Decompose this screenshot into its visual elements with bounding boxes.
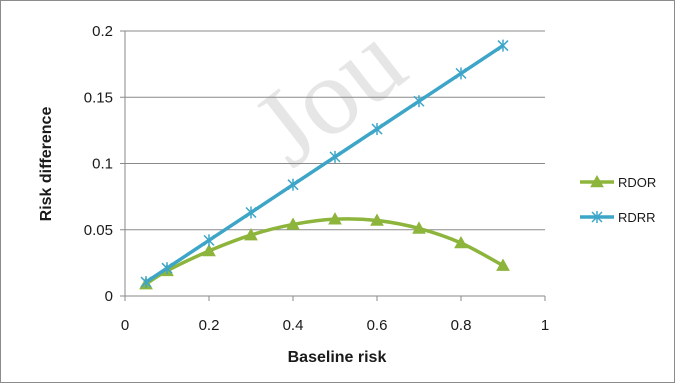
series-rdor: [139, 212, 510, 290]
legend-label-rdor: RDOR: [618, 175, 656, 190]
legend-item-rdor: RDOR: [580, 174, 656, 190]
x-tick-label-1: 1: [541, 317, 549, 334]
x-tick-label-0: 0: [121, 317, 129, 334]
y-tick-label-0.15: 0.15: [84, 89, 113, 106]
x-tick-label-0.8: 0.8: [451, 317, 472, 334]
y-tick-label-0.2: 0.2: [92, 23, 113, 40]
y-tick-label-0.1: 0.1: [92, 156, 113, 173]
legend-marker-rdrr: [591, 211, 603, 223]
series-line-rdor: [145, 217, 504, 286]
series-rdrr: [140, 39, 509, 289]
y-tick-label-0: 0: [105, 288, 113, 305]
point-rdrr-4: [287, 178, 299, 191]
legend-marker-rdor: [590, 174, 604, 188]
x-axis-title: Baseline risk: [288, 349, 387, 366]
legend: RDOR RDRR: [580, 174, 656, 225]
x-axis-ticks: 0 0.2 0.4 0.6 0.8 1: [121, 296, 549, 334]
point-rdrr-1: [161, 262, 173, 275]
grid-lines: [125, 30, 545, 231]
legend-label-rdrr: RDRR: [618, 210, 656, 225]
point-rdrr-5: [329, 150, 341, 163]
point-rdor-9: [496, 258, 510, 271]
x-tick-label-0.6: 0.6: [367, 317, 388, 334]
x-tick-label-0.4: 0.4: [283, 317, 304, 334]
point-rdrr-8: [455, 67, 467, 80]
series-line-rdrr: [145, 44, 504, 284]
point-rdrr-0: [140, 276, 152, 289]
x-tick-label-0.2: 0.2: [199, 317, 220, 334]
point-rdor-4: [286, 217, 300, 230]
point-rdor-7: [412, 221, 426, 234]
point-rdrr-7: [413, 95, 425, 108]
point-rdrr-6: [371, 123, 383, 136]
y-tick-label-0.05: 0.05: [84, 222, 113, 239]
point-rdrr-3: [245, 206, 257, 219]
point-rdor-5: [328, 212, 342, 225]
point-rdor-2: [202, 243, 216, 257]
point-rdor-3: [244, 228, 258, 241]
point-rdrr-9: [497, 39, 509, 52]
point-rdor-6: [370, 213, 384, 226]
y-axis-ticks: 0 0.05 0.1 0.15 0.2: [84, 23, 125, 305]
series-layer: [139, 39, 510, 290]
point-rdrr-2: [203, 234, 215, 247]
y-axis-title: Risk difference: [38, 107, 55, 222]
legend-item-rdrr: RDRR: [580, 210, 656, 225]
point-rdor-8: [454, 235, 468, 249]
